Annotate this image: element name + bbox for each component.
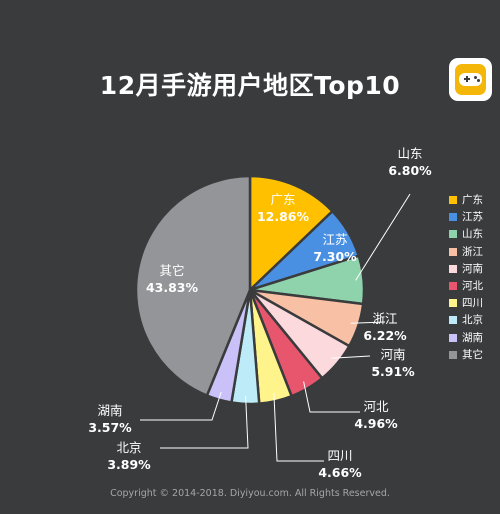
slice-label-7: 四川 bbox=[327, 448, 352, 463]
slice-label-9: 湖南 bbox=[97, 403, 122, 418]
leader-line-9 bbox=[140, 391, 222, 421]
legend-swatch bbox=[449, 230, 457, 239]
slice-value-7: 4.66% bbox=[318, 465, 362, 480]
legend-label: 四川 bbox=[462, 297, 483, 310]
slice-label-1: 广东 bbox=[270, 192, 295, 207]
legend-label: 江苏 bbox=[462, 211, 483, 224]
legend-swatch bbox=[449, 350, 457, 359]
legend-swatch bbox=[449, 213, 457, 222]
slice-label-6: 河北 bbox=[363, 399, 389, 414]
legend-label: 广东 bbox=[462, 194, 483, 206]
slice-value-9: 3.57% bbox=[88, 420, 132, 435]
app-logo bbox=[449, 58, 492, 101]
pie-slice-1 bbox=[248, 174, 335, 293]
slice-label-10: 其它 bbox=[159, 263, 184, 278]
pie-slice-10 bbox=[134, 174, 252, 398]
leader-line-8 bbox=[160, 395, 249, 449]
slice-value-5: 5.91% bbox=[371, 364, 415, 379]
chart-title: 12月手游用户地区Top10 bbox=[99, 71, 401, 100]
legend-label: 其它 bbox=[462, 348, 483, 361]
copyright-text: Copyright © 2014-2018. Diyiyou.com. All … bbox=[110, 488, 390, 499]
slice-value-6: 4.96% bbox=[354, 416, 398, 431]
slice-label-3: 山东 bbox=[397, 146, 422, 161]
legend-swatch bbox=[449, 333, 457, 342]
leader-line-5 bbox=[331, 355, 371, 359]
slice-value-3: 6.80% bbox=[388, 163, 432, 178]
legend-swatch bbox=[449, 247, 457, 256]
leader-line-3 bbox=[355, 193, 411, 281]
gamepad-icon bbox=[455, 64, 486, 95]
legend-label: 河南 bbox=[462, 262, 483, 275]
legend-label: 北京 bbox=[462, 314, 483, 327]
legend-label: 浙江 bbox=[462, 245, 483, 258]
leader-line-7 bbox=[273, 393, 324, 462]
leader-line-6 bbox=[303, 381, 360, 413]
slice-value-10: 43.83% bbox=[146, 280, 199, 295]
leader-line-4 bbox=[350, 321, 386, 324]
legend-swatch bbox=[449, 281, 457, 290]
slice-label-4: 浙江 bbox=[372, 311, 397, 326]
legend-label: 山东 bbox=[462, 228, 483, 241]
legend-swatch bbox=[449, 316, 457, 325]
slice-label-2: 江苏 bbox=[322, 232, 347, 247]
legend-swatch bbox=[449, 196, 457, 204]
legend-label: 湖南 bbox=[462, 331, 483, 344]
slice-label-5: 河南 bbox=[380, 347, 405, 362]
slice-label-8: 北京 bbox=[116, 440, 141, 455]
slice-value-2: 7.30% bbox=[313, 249, 357, 264]
legend-swatch bbox=[449, 299, 457, 308]
slice-value-4: 6.22% bbox=[363, 328, 407, 343]
slice-value-1: 12.86% bbox=[257, 209, 310, 224]
legend-swatch bbox=[449, 264, 457, 273]
slice-value-8: 3.89% bbox=[107, 457, 151, 472]
legend-label: 河北 bbox=[462, 279, 483, 292]
